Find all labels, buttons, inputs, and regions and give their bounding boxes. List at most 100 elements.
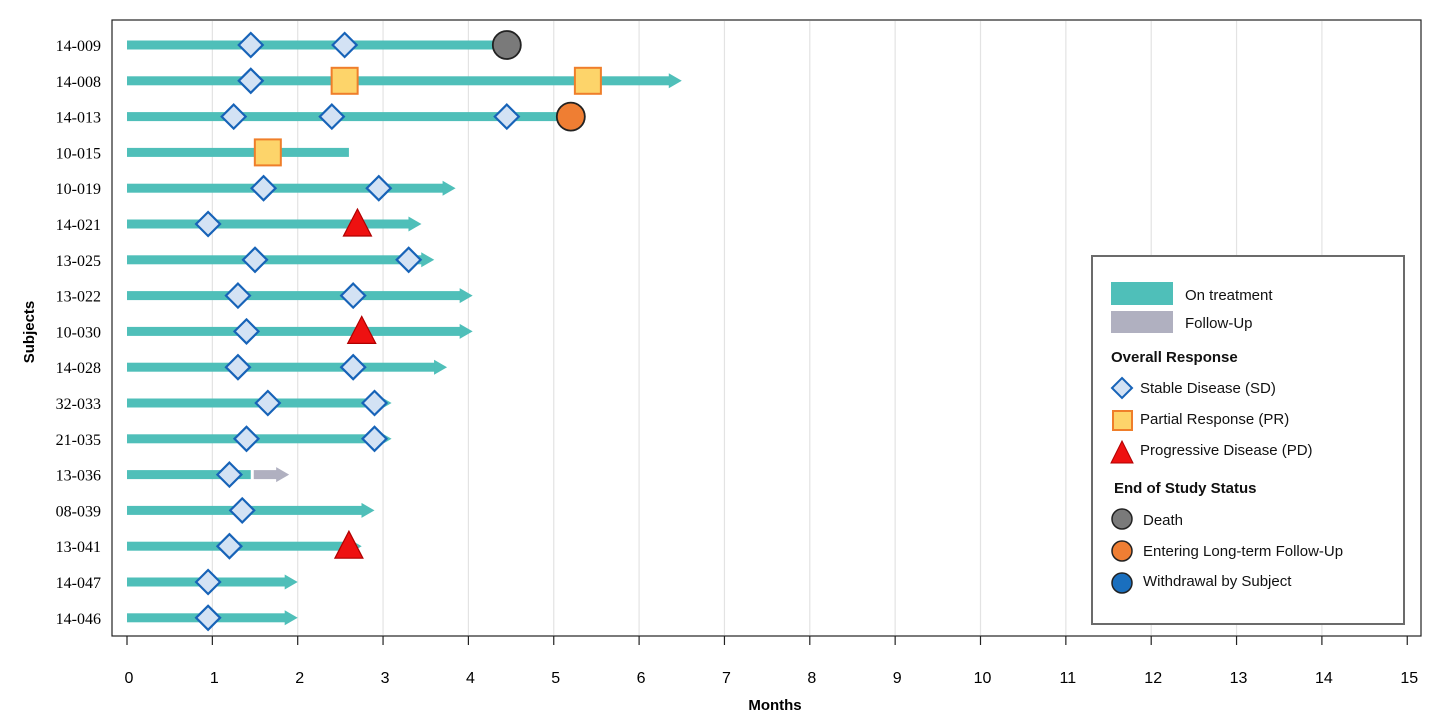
marker-sd-14-046-0: [194, 604, 222, 632]
x-tick-label-0: 0: [125, 670, 134, 687]
treatment-arrowhead-14-047: [284, 574, 298, 590]
marker-sd-32-033-0: [254, 389, 282, 417]
treatment-arrowhead-13-025: [421, 252, 435, 268]
legend-withdrawal-label: Withdrawal by Subject: [1143, 573, 1292, 590]
subject-label-13-025: 13-025: [56, 253, 101, 270]
subject-label-14-008: 14-008: [56, 74, 101, 91]
treatment-bar-32-033: [127, 398, 380, 408]
marker-sd-13-041-0: [215, 532, 243, 560]
treatment-bar-14-021: [127, 219, 410, 229]
x-tick-label-3: 3: [381, 670, 390, 687]
x-tick-label-12: 12: [1144, 670, 1162, 687]
x-tick-label-6: 6: [637, 670, 646, 687]
marker-sd-13-025-0: [241, 246, 269, 274]
marker-sd-10-019-0: [250, 174, 278, 202]
treatment-arrowhead-14-046: [284, 610, 298, 626]
legend-follow-up-swatch: [1111, 311, 1173, 333]
follow-up-bar-13-036: [253, 470, 278, 480]
legend-withdrawal-icon: [1111, 572, 1133, 594]
subject-label-32-033: 32-033: [56, 396, 101, 413]
subject-label-14-028: 14-028: [56, 360, 101, 377]
x-tick-label-13: 13: [1230, 670, 1248, 687]
response-markers: [194, 30, 602, 632]
marker-pd-13-041-1: [333, 529, 364, 559]
x-tick-label-2: 2: [295, 670, 304, 687]
treatment-arrowhead-10-019: [442, 180, 456, 196]
subject-label-21-035: 21-035: [56, 432, 101, 449]
subject-label-13-036: 13-036: [56, 468, 101, 485]
marker-sd-21-035-0: [232, 425, 261, 453]
subject-label-14-021: 14-021: [56, 217, 101, 234]
subject-label-08-039: 08-039: [56, 503, 101, 520]
subject-label-13-022: 13-022: [56, 289, 101, 306]
y-axis-title: Subjects: [21, 301, 38, 364]
marker-sd-14-013-0: [220, 103, 248, 131]
x-tick-label-4: 4: [466, 670, 475, 687]
legend-long-term-icon: [1111, 540, 1133, 562]
marker-sd-10-019-1: [365, 174, 393, 202]
legend-pr-square: [1112, 410, 1133, 431]
treatment-arrowhead-13-022: [459, 288, 473, 304]
treatment-bar-13-036: [127, 470, 251, 480]
marker-sd-10-030-0: [232, 317, 261, 345]
marker-sd-13-025-1: [395, 246, 423, 274]
legend-on-treatment-label: On treatment: [1185, 287, 1273, 304]
subject-label-14-047: 14-047: [56, 575, 101, 592]
legend-pr-icon: [1112, 410, 1133, 431]
x-axis-title: Months: [748, 697, 801, 714]
legend-death-icon: [1111, 508, 1133, 530]
legend-response-title: Overall Response: [1111, 349, 1238, 366]
marker-sd-14-013-1: [318, 103, 346, 131]
x-axis: 0 1 2 3 4 5 6 7 8 9 10 11 12 13 14 15: [125, 636, 1418, 687]
marker-sd-14-028-1: [339, 353, 367, 381]
x-tick-label-9: 9: [893, 670, 902, 687]
follow-up-arrowhead-13-036: [276, 467, 290, 483]
x-tick-label-8: 8: [807, 670, 816, 687]
treatment-bar-10-015: [127, 147, 349, 157]
treatment-bar-13-022: [127, 291, 461, 301]
subject-label-10-015: 10-015: [56, 145, 101, 162]
marker-sd-14-009-0: [237, 31, 265, 59]
marker-pr-14-008-2: [573, 66, 602, 95]
treatment-bar-14-013: [127, 112, 571, 122]
x-tick-label-7: 7: [722, 670, 731, 687]
treatment-arrowhead-14-021: [408, 216, 422, 232]
treatment-arrowhead-14-008: [668, 73, 682, 89]
x-tick-label-15: 15: [1400, 670, 1418, 687]
x-tick-label-1: 1: [210, 670, 219, 687]
subject-label-13-041: 13-041: [56, 539, 101, 556]
x-tick-label-14: 14: [1315, 670, 1333, 687]
marker-pr-10-015-0: [253, 138, 282, 167]
marker-sd-14-028-0: [224, 353, 252, 381]
status-long_term-14-013: [555, 101, 586, 132]
marker-sd-14-047-0: [194, 568, 222, 596]
subject-label-14-009: 14-009: [56, 38, 101, 55]
marker-sd-14-013-2: [493, 103, 521, 131]
marker-sd-32-033-1: [360, 389, 389, 417]
legend-pd-triangle: [1110, 439, 1134, 464]
subject-labels: 14-009 14-008 14-013 10-015 10-019 14-021 13-0…: [56, 38, 101, 628]
marker-sd-13-022-0: [224, 282, 252, 310]
subject-label-10-030: 10-030: [56, 324, 101, 341]
legend-pd-icon: [1110, 439, 1134, 464]
legend-follow-up-label: Follow-Up: [1185, 315, 1253, 332]
marker-sd-14-009-1: [331, 31, 359, 59]
legend: On treatment Follow-Up Overall Response …: [1091, 255, 1405, 625]
treatment-bar-10-019: [127, 183, 444, 193]
marker-pr-14-008-1: [330, 66, 359, 95]
treatment-bar-14-008: [127, 76, 670, 86]
treatment-bars: [127, 40, 682, 626]
legend-death-label: Death: [1143, 512, 1183, 529]
marker-sd-08-039-0: [228, 496, 256, 524]
x-tick-label-10: 10: [974, 670, 992, 687]
marker-sd-13-022-1: [339, 282, 367, 310]
legend-pr-label: Partial Response (PR): [1140, 411, 1289, 428]
status-death-14-009: [491, 30, 522, 60]
marker-sd-21-035-1: [360, 425, 389, 453]
marker-pd-10-030-1: [346, 315, 377, 344]
legend-sd-icon: [1110, 376, 1134, 400]
legend-long-term-label: Entering Long-term Follow-Up: [1143, 543, 1343, 560]
treatment-arrowhead-08-039: [361, 502, 375, 518]
